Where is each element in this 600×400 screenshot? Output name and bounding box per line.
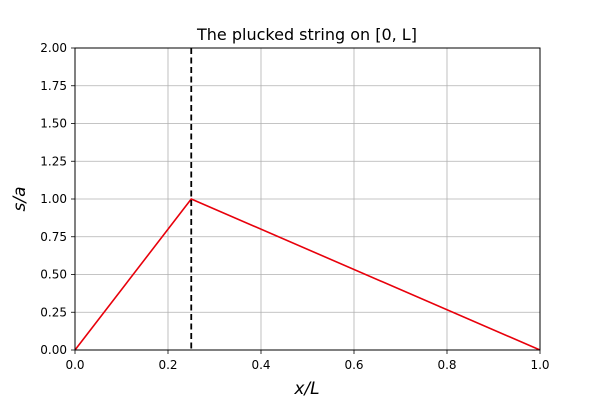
y-tick-label-3: 0.75 [40,230,67,244]
y-tick-label-6: 1.50 [40,117,67,131]
x-tick-label-4: 0.8 [437,358,456,372]
y-tick-label-1: 0.25 [40,305,67,319]
tick-layer: 0.0 0.2 0.4 0.6 0.8 1.0 0.00 0.25 0.50 0.75 1.00 1.… [40,41,549,372]
series-line-0 [74,198,541,351]
data-layer [74,48,541,351]
x-axis-label: x/L [293,379,319,399]
x-tick-label-3: 0.6 [344,358,363,372]
x-tick-label-2: 0.4 [251,358,270,372]
y-tick-label-0: 0.00 [40,343,67,357]
y-tick-label-7: 1.75 [40,79,67,93]
y-tick-label-4: 1.00 [40,192,67,206]
y-axis-label: s/a [10,186,30,211]
x-tick-label-5: 1.0 [530,358,549,372]
x-tick-label-0: 0.0 [65,358,84,372]
y-tick-label-5: 1.25 [40,154,67,168]
chart-title: The plucked string on [0, L] [196,25,417,44]
y-tick-label-2: 0.50 [40,268,67,282]
grid-layer [74,47,541,351]
x-tick-label-1: 0.2 [158,358,177,372]
y-tick-label-8: 2.00 [40,41,67,55]
